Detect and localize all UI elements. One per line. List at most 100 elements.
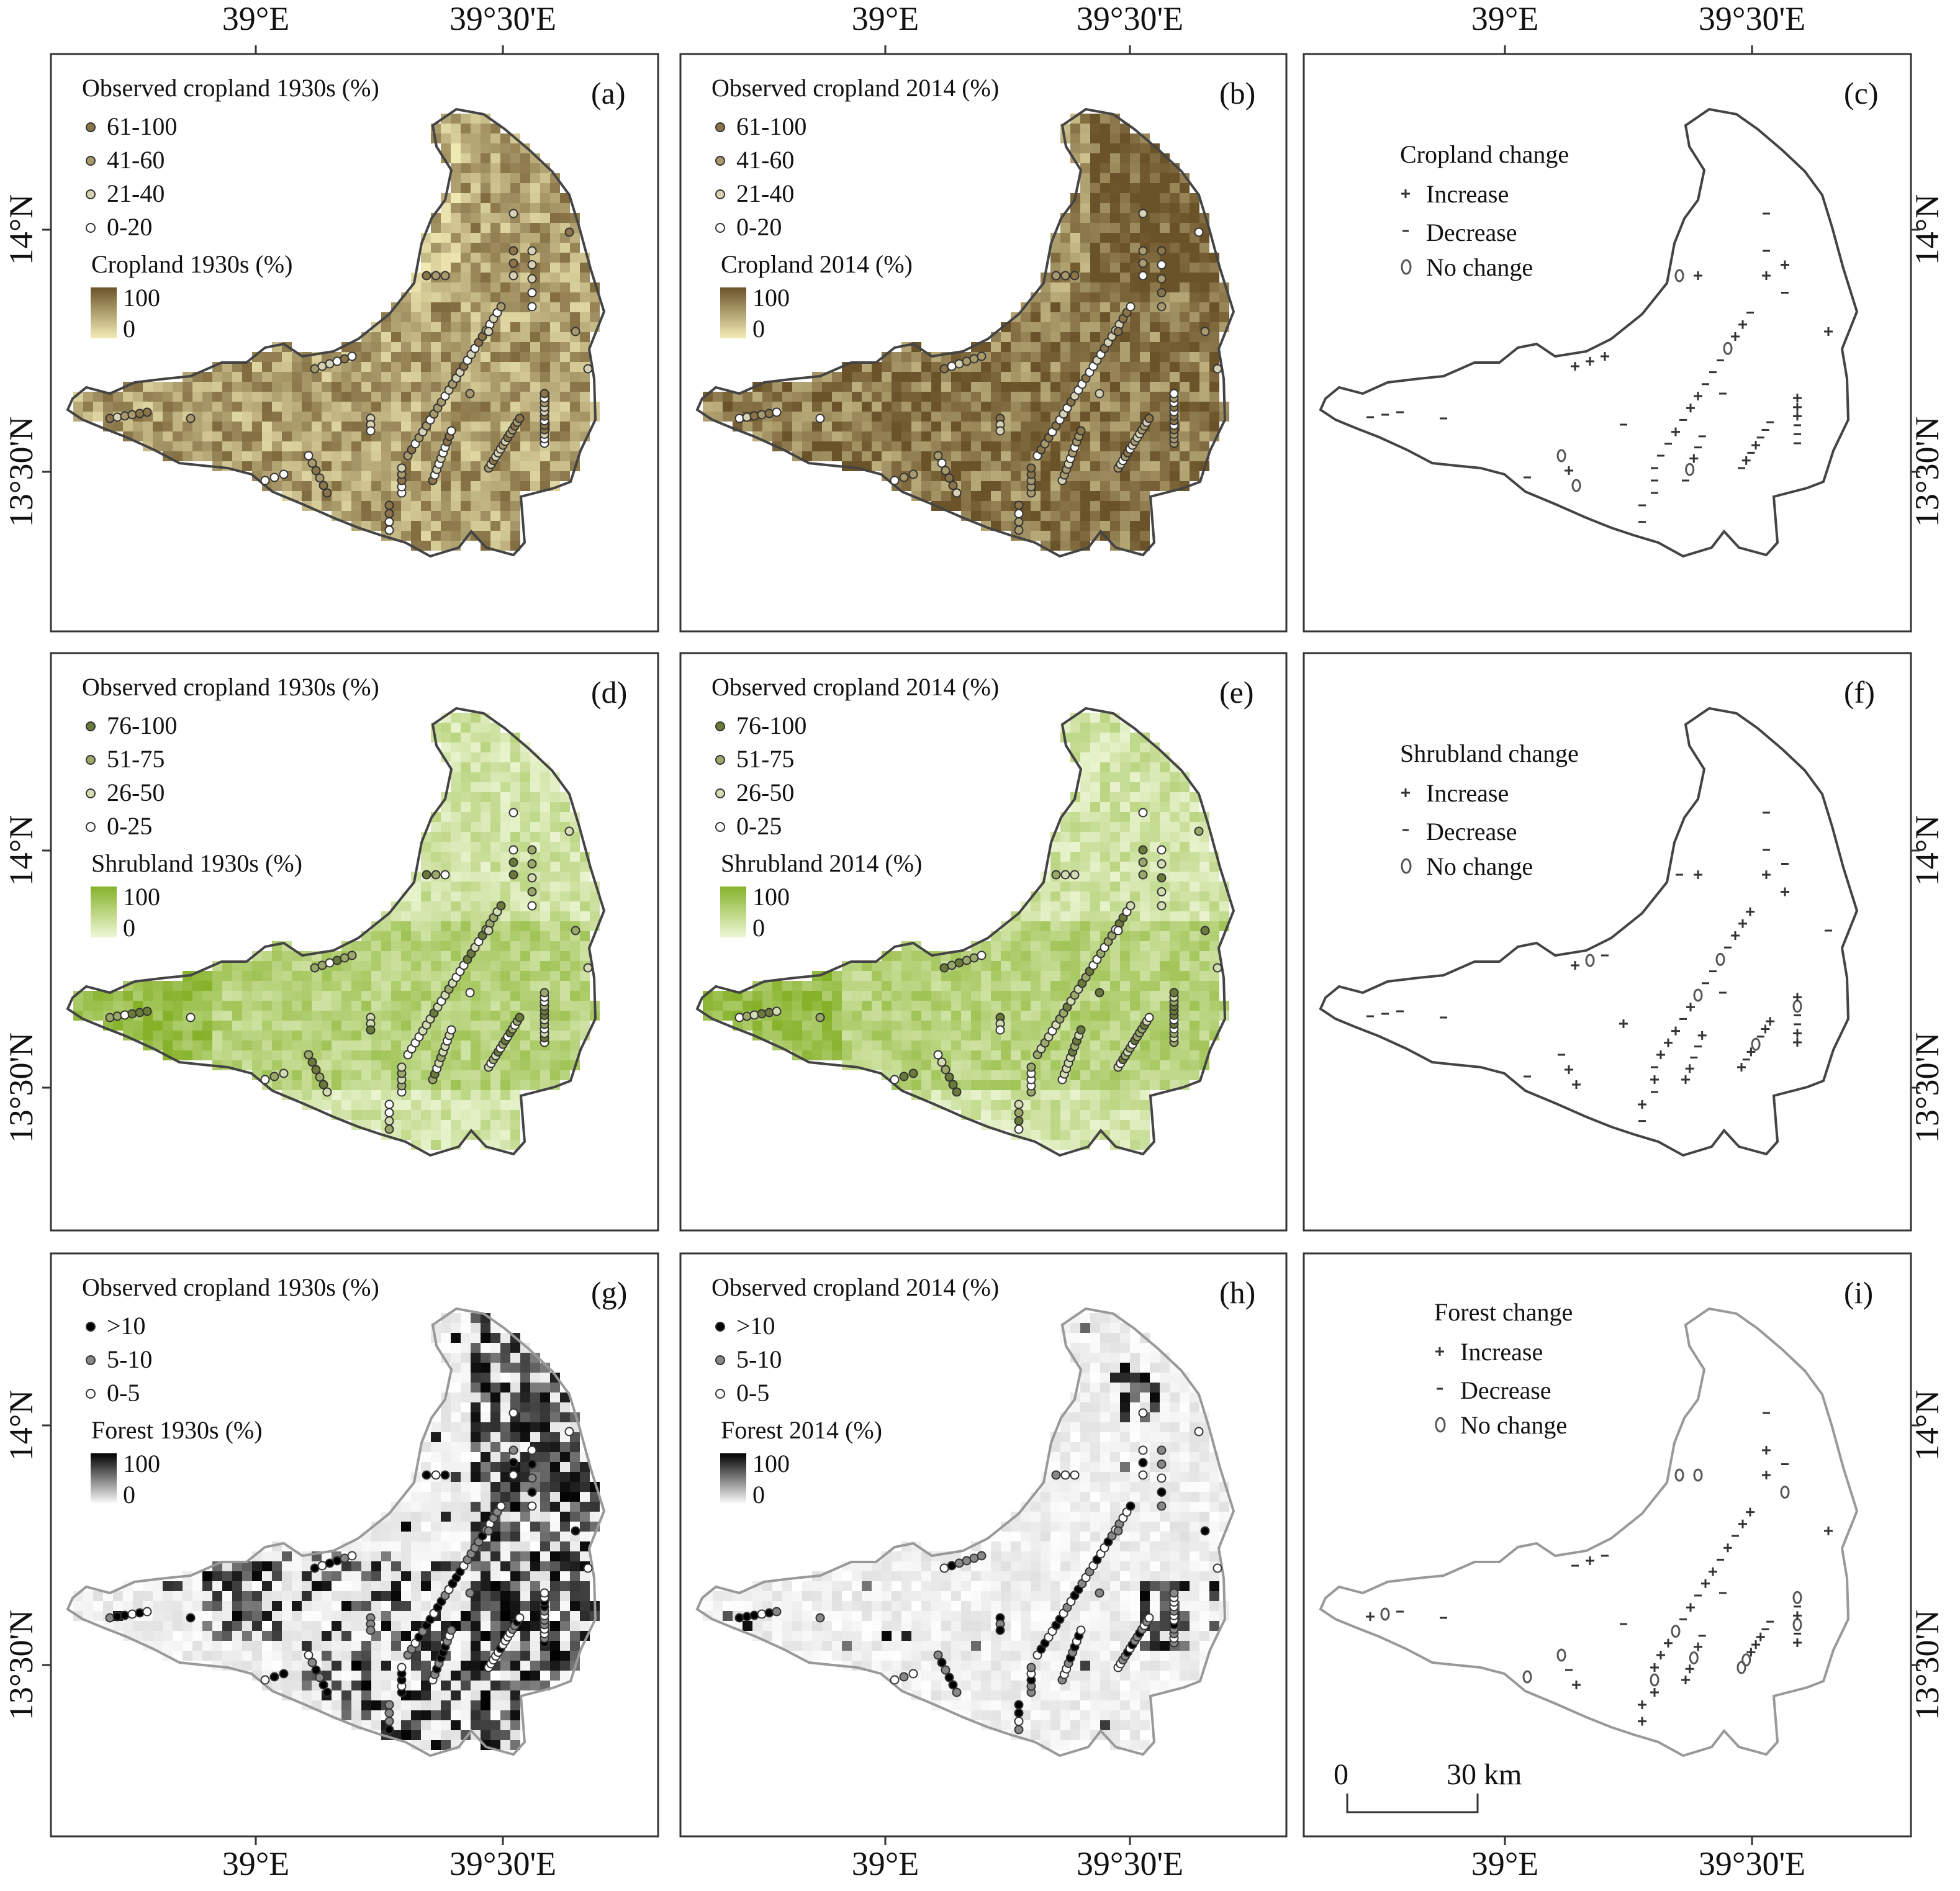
nochange-marker bbox=[1792, 1618, 1802, 1631]
observation-point bbox=[112, 412, 122, 422]
increase-marker bbox=[1565, 1065, 1573, 1074]
change-legend-title: Forest change bbox=[1434, 1298, 1573, 1326]
observation-point bbox=[1051, 271, 1061, 281]
nochange-marker bbox=[1693, 1468, 1703, 1482]
color-ramp bbox=[720, 887, 746, 937]
observation-points bbox=[105, 209, 593, 535]
observation-point bbox=[540, 1588, 549, 1598]
increase-marker bbox=[1723, 1543, 1732, 1553]
legend-class-label: 26-50 bbox=[107, 779, 165, 806]
observation-point bbox=[952, 488, 962, 498]
increase-marker bbox=[1746, 1507, 1755, 1517]
observation-point bbox=[742, 1612, 752, 1622]
observation-point bbox=[1157, 859, 1167, 869]
observation-point bbox=[508, 1408, 518, 1418]
nochange-marker bbox=[1689, 1651, 1699, 1664]
observation-point bbox=[279, 1068, 289, 1078]
scale-zero-label: 0 bbox=[1334, 1758, 1348, 1791]
ramp-min-label: 0 bbox=[752, 914, 765, 942]
observation-point bbox=[1095, 389, 1104, 399]
nochange-label: No change bbox=[1426, 253, 1533, 281]
observation-point bbox=[1014, 500, 1024, 510]
panel-f: Shrubland change Increase Decrease No chang… bbox=[1303, 652, 1912, 1232]
nochange-marker bbox=[1522, 1670, 1532, 1684]
legend-dot bbox=[86, 788, 96, 798]
observation-point bbox=[899, 1072, 909, 1081]
observation-point bbox=[527, 246, 537, 256]
observation-point bbox=[527, 859, 537, 869]
observation-point bbox=[540, 389, 549, 399]
observation-point bbox=[307, 1057, 317, 1067]
increase-marker bbox=[1731, 931, 1740, 940]
observation-point bbox=[948, 1680, 958, 1690]
observation-point bbox=[446, 1625, 456, 1635]
observation-point bbox=[977, 950, 987, 960]
study-area-outline bbox=[1319, 1307, 1859, 1758]
observation-point bbox=[384, 1124, 394, 1134]
observation-point bbox=[527, 302, 537, 312]
observation-point bbox=[1194, 227, 1204, 237]
nochange-marker bbox=[1380, 1607, 1390, 1621]
observation-point bbox=[1126, 901, 1136, 911]
lon-label-top: 39°30'E bbox=[449, 0, 556, 37]
observation-point bbox=[440, 870, 450, 880]
observation-point bbox=[1157, 1501, 1167, 1511]
increase-marker bbox=[1681, 1075, 1690, 1084]
change-legend: Cropland change Increase Decrease No change bbox=[1400, 140, 1569, 281]
observation-point bbox=[977, 351, 987, 361]
observation-point bbox=[1070, 271, 1080, 281]
observation-points bbox=[105, 1408, 593, 1735]
observation-point bbox=[508, 1445, 518, 1455]
legend-dot bbox=[86, 755, 96, 765]
observation-point bbox=[815, 1613, 825, 1623]
lon-label-top: 39°E bbox=[852, 0, 919, 37]
observation-point bbox=[1014, 525, 1024, 535]
observation-point bbox=[742, 1011, 752, 1021]
increase-label: Increase bbox=[1426, 779, 1509, 807]
observation-point bbox=[1144, 1613, 1154, 1623]
panel-frame bbox=[1303, 652, 1912, 1232]
observation-point bbox=[948, 481, 958, 490]
observation-point bbox=[1157, 873, 1167, 883]
observation-point bbox=[1095, 1588, 1104, 1598]
observation-point bbox=[112, 1612, 122, 1622]
legend-class-label: 26-50 bbox=[736, 779, 794, 806]
observation-point bbox=[1014, 1108, 1024, 1117]
legend-dot bbox=[86, 721, 96, 731]
observation-point bbox=[941, 466, 951, 476]
observation-point bbox=[1157, 887, 1167, 896]
observation-point bbox=[279, 469, 289, 479]
increase-marker bbox=[1572, 1080, 1581, 1089]
decrease-label: Decrease bbox=[1426, 219, 1517, 246]
observation-point bbox=[366, 1625, 376, 1635]
raster-legend-title: Forest 2014 (%) bbox=[721, 1416, 882, 1444]
change-symbols bbox=[1366, 1412, 1833, 1726]
observation-point bbox=[1157, 288, 1167, 297]
lon-label-bottom: 39°30'E bbox=[1699, 1845, 1805, 1882]
increase-legend-icon bbox=[1435, 1347, 1444, 1356]
observation-point bbox=[977, 1551, 987, 1561]
panel-a: Observed cropland 1930s (%) 61-100 41-60 21… bbox=[50, 53, 659, 633]
observation-point bbox=[908, 469, 918, 479]
observation-point bbox=[127, 410, 137, 420]
observation-point bbox=[944, 1072, 954, 1082]
observation-point bbox=[315, 1072, 325, 1082]
legend-dot bbox=[86, 156, 96, 166]
legend-class-label: 41-60 bbox=[736, 146, 794, 174]
change-legend: Shrubland change Increase Decrease No chang… bbox=[1400, 739, 1579, 880]
observation-point bbox=[496, 302, 506, 312]
increase-marker bbox=[1656, 1651, 1665, 1659]
raster-legend-title: Forest 1930s (%) bbox=[91, 1416, 263, 1444]
observation-point bbox=[1014, 1124, 1024, 1134]
lon-label-bottom: 39°E bbox=[222, 1845, 290, 1882]
legend-dot bbox=[715, 189, 725, 199]
observation-point bbox=[515, 413, 525, 423]
observation-point bbox=[484, 327, 494, 336]
legend-class-label: 0-20 bbox=[107, 213, 152, 241]
observation-point bbox=[1157, 274, 1167, 284]
color-ramp bbox=[91, 1453, 117, 1504]
change-symbols bbox=[1366, 811, 1832, 1122]
observation-point bbox=[527, 901, 537, 911]
observation-point bbox=[315, 1672, 325, 1682]
observation-points bbox=[105, 808, 593, 1134]
